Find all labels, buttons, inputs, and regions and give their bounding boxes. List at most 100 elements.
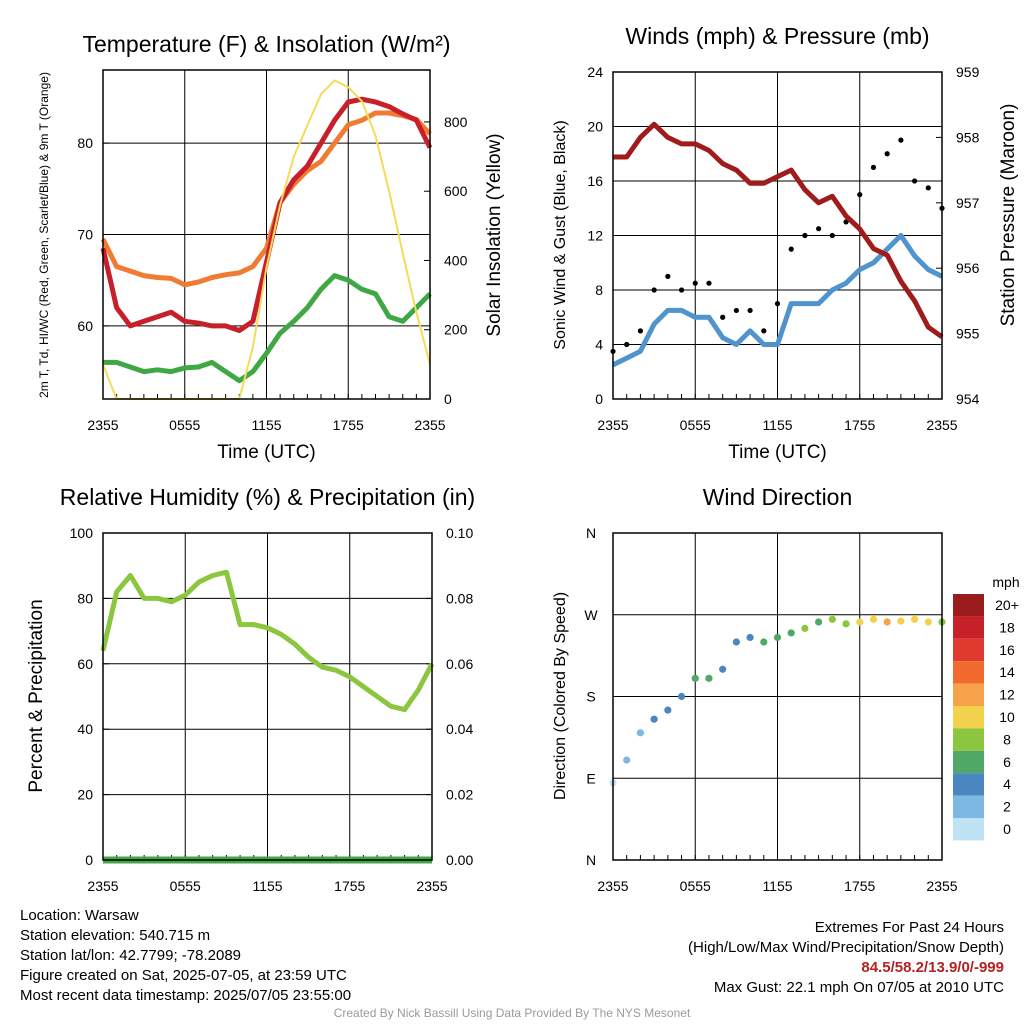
wind-xtick-label: 2355 — [926, 417, 957, 433]
colorbar-swatch — [953, 795, 984, 818]
colorbar-swatch — [953, 594, 984, 617]
gust-point — [884, 151, 890, 157]
wind-y-left-tick-label: 8 — [595, 282, 603, 298]
wind-direction-point — [760, 638, 768, 646]
temp-y2label: Solar Insolation (Yellow) — [484, 133, 505, 336]
wind-title: Winds (mph) & Pressure (mb) — [625, 23, 929, 49]
rh-y-right-tick-label: 0.06 — [446, 656, 473, 672]
rh-xtick-label: 2355 — [87, 878, 118, 894]
rh-plot-border — [102, 532, 433, 861]
temp-y-right-tick-label: 600 — [444, 183, 468, 199]
wind-xlabel: Time (UTC) — [728, 442, 827, 463]
colorbar-swatch — [953, 728, 984, 751]
rh-series-line — [100, 569, 435, 713]
extremes-info: Extremes For Past 24 Hours (High/Low/Max… — [688, 918, 1004, 998]
wdir-y-tick-label: S — [586, 689, 595, 705]
colorbar-label: 6 — [1003, 754, 1011, 770]
temp-panel: 2355 0555 1155 1755 2355 Temperature (F) & In… — [37, 31, 505, 463]
gust-point — [692, 280, 698, 286]
wind-series-line — [613, 121, 944, 339]
elevation-text: Station elevation: 540.715 m — [20, 927, 211, 944]
wdir-xtick-label: 0555 — [680, 878, 711, 894]
extremes-title: Extremes For Past 24 Hours — [814, 919, 1004, 936]
wind-direction-point — [773, 633, 782, 642]
temp-y-right-tick-label: 0 — [444, 391, 452, 407]
wind-direction-point — [623, 756, 631, 764]
colorbar-label: 8 — [1003, 731, 1011, 747]
temp-title: Temperature (F) & Insolation (W/m²) — [82, 31, 450, 57]
rh-y-right-tick-label: 0.10 — [446, 525, 473, 541]
wind-y-right-tick-label: 958 — [956, 129, 980, 145]
wind-series-line — [611, 233, 944, 368]
wind-xtick-label: 2355 — [597, 417, 628, 433]
station-info: Location: Warsaw Station elevation: 540.… — [20, 906, 351, 1006]
rh-y-left-tick-label: 80 — [77, 590, 93, 606]
wind-direction-point — [664, 706, 672, 714]
wind-direction-point — [801, 624, 809, 632]
wind-y-left-tick-label: 24 — [587, 64, 603, 80]
wind-xtick-label: 1155 — [762, 417, 792, 433]
created-text: Figure created on Sat, 2025-07-05, at 23… — [20, 967, 347, 984]
temp-y-right-tick-label: 200 — [444, 322, 468, 338]
colorbar-label: 14 — [999, 664, 1015, 680]
rh-y-left-tick-label: 40 — [77, 721, 93, 737]
colorbar-title: mph — [992, 574, 1019, 590]
temp-ylabel: 2m T, Td, HI/WC (Red, Green, Scarlet/Blu… — [37, 72, 51, 398]
wdir-ylabel: Direction (Colored By Speed) — [552, 592, 569, 800]
colorbar-label: 16 — [999, 642, 1015, 658]
wind-direction-point — [732, 638, 740, 646]
temp-series-line — [100, 110, 432, 288]
latlon-text: Station lat/lon: 42.7799; -78.2089 — [20, 947, 242, 964]
gust-point — [761, 328, 767, 334]
location-text: Location: Warsaw — [20, 907, 139, 924]
colorbar-swatch — [953, 661, 984, 684]
wind-direction-point — [691, 674, 699, 682]
rh-y-right-tick-label: 0.02 — [446, 787, 473, 803]
gust-point — [624, 341, 630, 348]
gust-point — [706, 280, 712, 286]
wind-direction-point — [677, 692, 686, 701]
gust-point — [857, 192, 863, 198]
credit-text: Created By Nick Bassill Using Data Provi… — [333, 1006, 691, 1020]
rh-xtick-label: 2355 — [416, 878, 447, 894]
wind-direction-point — [636, 729, 645, 737]
gust-point — [733, 307, 739, 314]
recent-timestamp-text: Most recent data timestamp: 2025/07/05 2… — [20, 987, 352, 1004]
extremes-values: 84.5/58.2/13.9/0/-999 — [861, 959, 1004, 976]
colorbar-label: 20+ — [995, 597, 1019, 613]
wind-plot-border — [612, 71, 943, 400]
gust-point — [870, 164, 877, 170]
colorbar-swatch — [953, 683, 984, 706]
wind-direction-point — [897, 617, 905, 625]
wdir-xtick-label: 2355 — [597, 878, 628, 894]
temp-y-left-tick-label: 80 — [77, 135, 93, 151]
wind-y-right-tick-label: 955 — [956, 326, 980, 342]
temp-y-left-tick-label: 70 — [77, 227, 93, 243]
wind-direction-point — [856, 618, 864, 626]
wind-direction-point — [869, 615, 878, 623]
wind-y-left-tick-label: 20 — [587, 119, 603, 135]
wind-y-left-tick-label: 12 — [587, 228, 603, 244]
rh-y-left-tick-label: 100 — [70, 525, 94, 541]
gust-point — [678, 287, 685, 293]
wdir-xtick-label: 1755 — [844, 878, 875, 894]
wdir-y-tick-label: E — [586, 770, 595, 786]
colorbar-swatch — [953, 773, 984, 796]
temp-xtick-label: 1755 — [333, 417, 364, 433]
colorbar-label: 18 — [999, 619, 1015, 635]
wdir-y-tick-label: N — [586, 852, 596, 868]
wdir-xtick-label: 1155 — [762, 878, 792, 894]
rh-title: Relative Humidity (%) & Precipitation (i… — [60, 484, 475, 510]
gust-point — [665, 273, 671, 279]
gust-point — [911, 178, 918, 184]
wind-direction-point — [910, 615, 919, 623]
gust-point — [651, 287, 657, 293]
gust-point — [829, 232, 835, 239]
temp-xtick-label: 2355 — [87, 417, 118, 433]
temp-series-line — [103, 273, 432, 384]
colorbar-swatch — [953, 638, 984, 662]
rh-y-right-tick-label: 0.08 — [446, 590, 473, 606]
wind-direction-point — [719, 665, 727, 673]
rh-panel: 2355 0555 1155 1755 2355 Relative Humidity (%… — [26, 484, 475, 894]
